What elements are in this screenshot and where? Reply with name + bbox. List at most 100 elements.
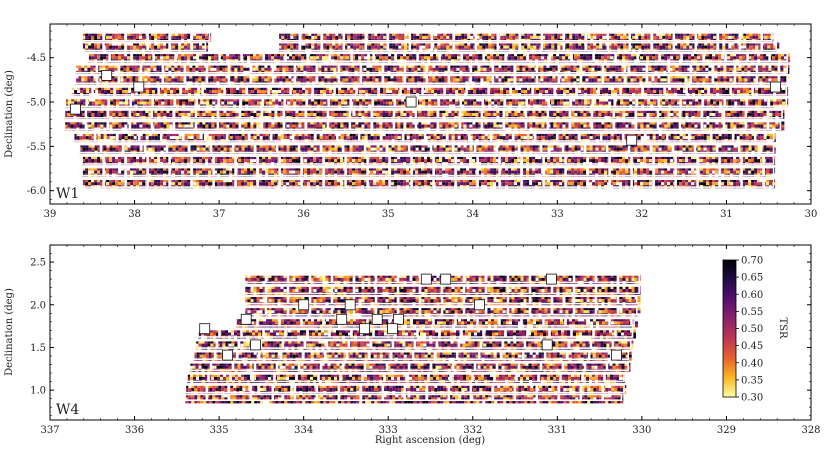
tsr-cell [467, 35, 471, 39]
tsr-cell [611, 45, 615, 49]
tsr-cell [478, 110, 482, 113]
tsr-cell [759, 78, 763, 82]
tsr-cell [267, 67, 271, 71]
tsr-cell [240, 64, 244, 68]
tsr-cell [731, 45, 735, 49]
tsr-cell [187, 45, 191, 49]
tsr-cell [437, 90, 441, 93]
tsr-cell [410, 42, 414, 46]
tsr-cell [753, 75, 757, 79]
tsr-cell [184, 110, 188, 113]
tsr-cell [93, 67, 97, 71]
tsr-cell [425, 98, 429, 102]
tsr-cell [731, 98, 735, 102]
tsr-cell [742, 53, 746, 57]
tsr-cell [208, 56, 212, 60]
tsr-cell [193, 35, 197, 39]
tsr-cell [609, 78, 613, 82]
tsr-cell [717, 75, 721, 79]
tsr-cell [215, 87, 219, 90]
tsr-cell [223, 56, 227, 60]
tsr-cell [593, 101, 597, 105]
tsr-cell [357, 64, 361, 68]
tsr-cell [659, 42, 663, 46]
tsr-cell [495, 64, 499, 68]
tsr-cell [388, 56, 392, 60]
tsr-cell [200, 98, 204, 102]
tsr-cell [278, 87, 282, 90]
tsr-cell [677, 101, 681, 105]
tsr-cell [607, 110, 611, 113]
tsr-cell [342, 75, 346, 79]
tsr-cell [237, 67, 241, 71]
tsr-cell [163, 113, 167, 116]
tsr-cell [328, 110, 332, 113]
tsr-cell [100, 32, 104, 36]
tsr-cell [431, 90, 435, 93]
tsr-cell [502, 53, 506, 57]
tsr-cell [503, 42, 507, 46]
tsr-cell [94, 110, 98, 113]
tsr-cell [487, 113, 491, 116]
tsr-cell [377, 101, 381, 105]
tsr-cell [423, 78, 427, 82]
tsr-cell [74, 101, 78, 105]
tsr-cell [780, 75, 784, 79]
tsr-cell [414, 67, 418, 71]
tsr-cell [499, 110, 503, 113]
tsr-cell [443, 42, 447, 46]
tsr-cell [675, 64, 679, 68]
tsr-cell [700, 56, 704, 60]
tsr-cell [655, 56, 659, 60]
tsr-cell [136, 45, 140, 49]
tsr-cell [592, 110, 596, 113]
tsr-cell [332, 98, 336, 102]
tsr-cell [628, 56, 632, 60]
tsr-cell [736, 113, 740, 116]
tsr-cell [203, 87, 207, 90]
tsr-cell [434, 101, 438, 105]
tsr-cell [372, 64, 376, 68]
tsr-cell [746, 87, 750, 90]
tsr-cell [488, 32, 492, 36]
tsr-cell [597, 75, 601, 79]
tsr-cell [680, 87, 684, 90]
tsr-cell [677, 98, 681, 102]
tsr-cell [133, 35, 137, 39]
tsr-cell [281, 42, 285, 46]
tsr-cell [722, 35, 726, 39]
tsr-cell [359, 98, 363, 102]
tsr-cell [119, 98, 123, 102]
tsr-cell [97, 113, 101, 116]
tsr-cell [681, 75, 685, 79]
tsr-cell [432, 67, 436, 71]
tsr-cell [321, 75, 325, 79]
tsr-cell [758, 32, 762, 36]
tsr-cell [709, 53, 713, 57]
tsr-cell [167, 98, 171, 102]
tsr-cell [376, 53, 380, 57]
tsr-cell [620, 45, 624, 49]
tsr-cell [775, 113, 779, 116]
tsr-cell [528, 75, 532, 79]
tsr-cell [629, 87, 633, 90]
tsr-cell [648, 78, 652, 82]
tsr-cell [87, 64, 91, 68]
tsr-cell [163, 35, 167, 39]
tsr-cell [713, 45, 717, 49]
tsr-cell [373, 113, 377, 116]
tsr-cell [318, 78, 322, 82]
tsr-cell [611, 32, 615, 36]
tsr-cell [251, 101, 255, 105]
tsr-cell [755, 32, 759, 36]
tsr-cell [510, 64, 514, 68]
tsr-cell [157, 53, 161, 57]
tsr-cell [704, 35, 708, 39]
tsr-cell [623, 32, 627, 36]
tsr-cell [419, 32, 423, 36]
tsr-cell [82, 32, 86, 36]
tsr-cell [305, 87, 309, 90]
tsr-cell [290, 98, 294, 102]
tsr-cell [667, 53, 671, 57]
tsr-cell [390, 67, 394, 71]
